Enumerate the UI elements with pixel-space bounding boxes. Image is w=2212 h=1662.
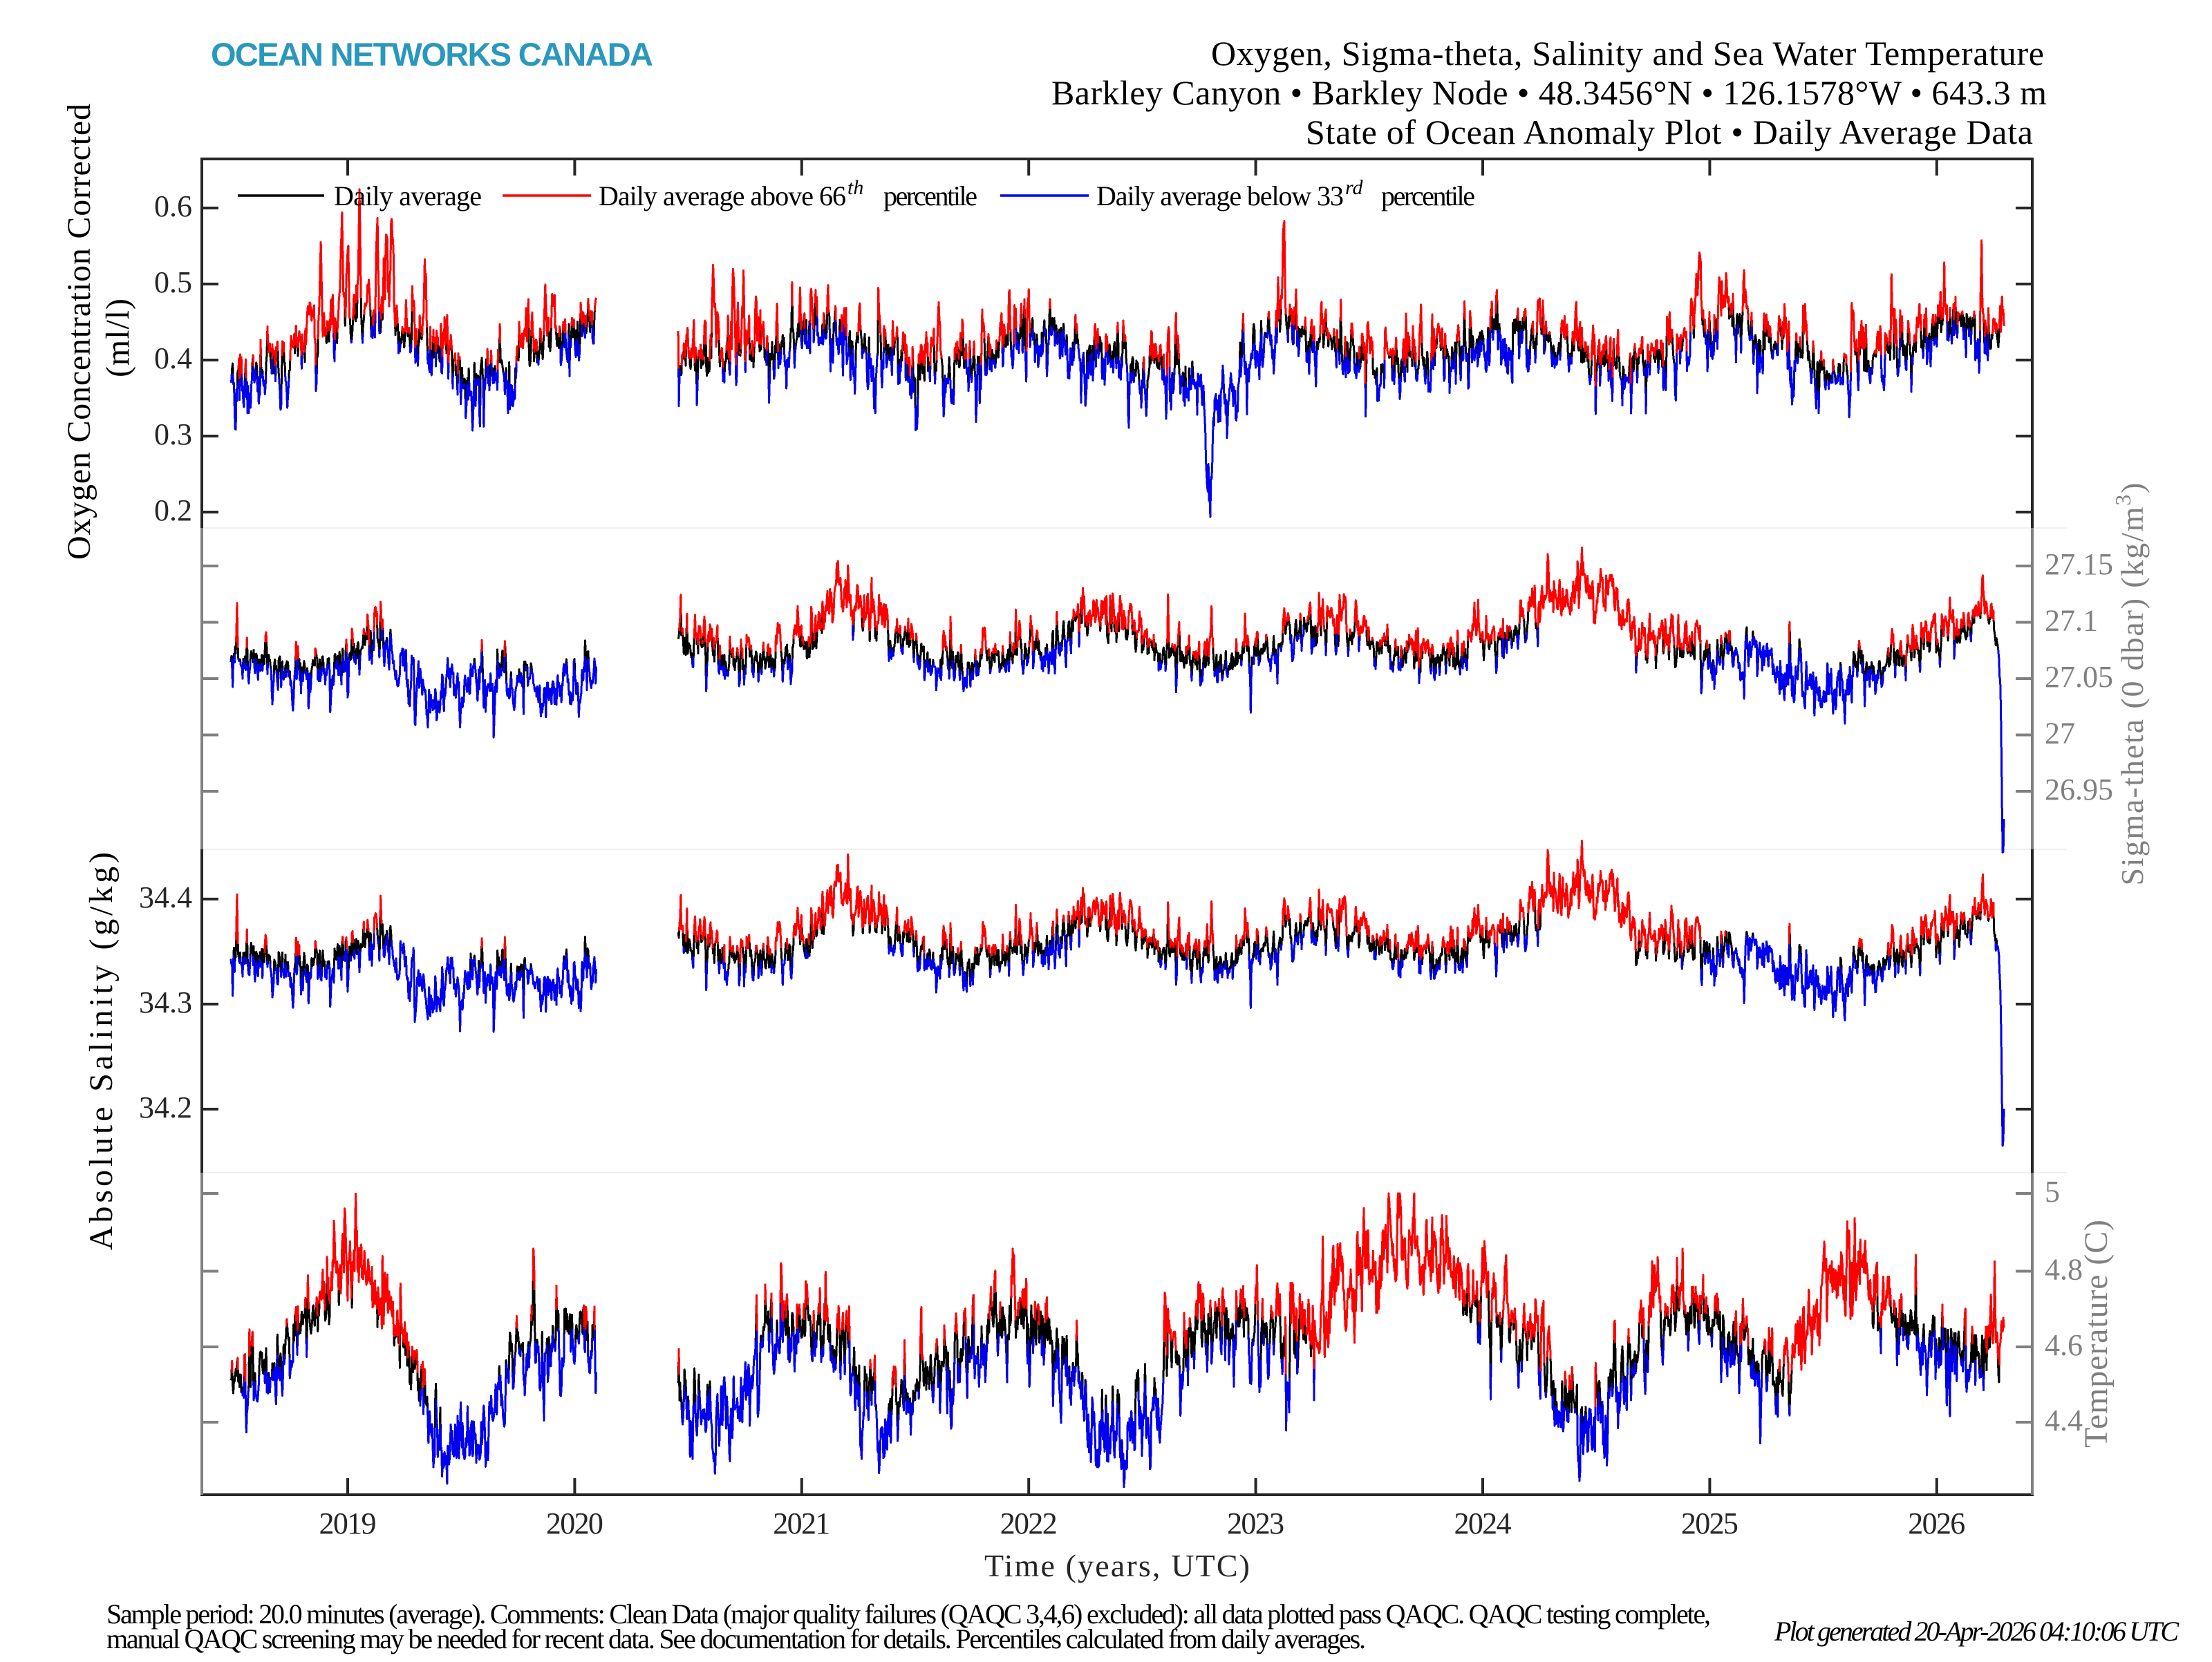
- svg-text:Daily average: Daily average: [334, 180, 482, 211]
- svg-text:Time (years, UTC): Time (years, UTC): [984, 1548, 1250, 1583]
- svg-text:34.2: 34.2: [139, 1090, 192, 1124]
- svg-text:26.95: 26.95: [2045, 773, 2113, 806]
- svg-text:2025: 2025: [1681, 1507, 1738, 1540]
- svg-text:0.2: 0.2: [154, 493, 192, 527]
- svg-text:4.4: 4.4: [2045, 1404, 2083, 1437]
- svg-text:Temperature (C): Temperature (C): [2078, 1220, 2115, 1448]
- svg-text:Absolute Salinity (g/kg): Absolute Salinity (g/kg): [83, 852, 120, 1250]
- svg-text:2020: 2020: [546, 1507, 603, 1540]
- svg-text:4.6: 4.6: [2045, 1328, 2083, 1362]
- svg-text:Sigma-theta (0 dbar) (kg/m3): Sigma-theta (0 dbar) (kg/m3): [2110, 483, 2150, 886]
- svg-text:5: 5: [2045, 1175, 2060, 1209]
- svg-text:percentile: percentile: [883, 180, 977, 211]
- svg-text:4.8: 4.8: [2045, 1253, 2083, 1287]
- svg-text:State of Ocean Anomaly Plot •: State of Ocean Anomaly Plot • Daily Aver…: [1306, 113, 2033, 151]
- svg-text:27.05: 27.05: [2045, 660, 2113, 694]
- svg-text:Sample period: 20.0 minutes (a: Sample period: 20.0 minutes (average). C…: [106, 1598, 1711, 1630]
- svg-text:2022: 2022: [1000, 1507, 1058, 1540]
- svg-text:Barkley Canyon • Barkley Node: Barkley Canyon • Barkley Node • 48.3456°…: [1051, 73, 2047, 112]
- svg-text:rd: rd: [1345, 176, 1364, 199]
- svg-text:27.1: 27.1: [2045, 604, 2098, 638]
- svg-text:2019: 2019: [319, 1507, 377, 1540]
- svg-text:2023: 2023: [1227, 1507, 1284, 1540]
- svg-text:27: 27: [2045, 717, 2075, 750]
- svg-text:0.3: 0.3: [154, 417, 192, 451]
- svg-text:Daily average below 33: Daily average below 33: [1096, 180, 1344, 211]
- svg-text:34.4: 34.4: [139, 880, 192, 914]
- svg-text:0.5: 0.5: [154, 265, 192, 299]
- svg-text:th: th: [847, 176, 863, 199]
- svg-text:OCEAN NETWORKS CANADA: OCEAN NETWORKS CANADA: [211, 36, 653, 73]
- svg-text:Oxygen Concentration Corrected: Oxygen Concentration Corrected: [61, 104, 97, 560]
- svg-text:Oxygen, Sigma-theta, Salinity: Oxygen, Sigma-theta, Salinity and Sea Wa…: [1211, 34, 2044, 73]
- svg-text:34.3: 34.3: [139, 985, 192, 1019]
- svg-text:2026: 2026: [1908, 1507, 1965, 1540]
- svg-text:(ml/l): (ml/l): [100, 299, 136, 377]
- svg-text:Plot generated 20-Apr-2026 04:: Plot generated 20-Apr-2026 04:10:06 UTC: [1774, 1616, 2180, 1647]
- svg-text:2021: 2021: [773, 1507, 830, 1540]
- svg-text:Daily average above 66: Daily average above 66: [599, 180, 846, 211]
- svg-text:0.6: 0.6: [154, 189, 192, 223]
- svg-text:manual QAQC screening may be n: manual QAQC screening may be needed for …: [106, 1623, 1366, 1654]
- svg-text:percentile: percentile: [1381, 180, 1475, 211]
- svg-text:0.4: 0.4: [154, 341, 192, 375]
- svg-text:27.15: 27.15: [2045, 547, 2113, 581]
- svg-text:2024: 2024: [1454, 1507, 1512, 1540]
